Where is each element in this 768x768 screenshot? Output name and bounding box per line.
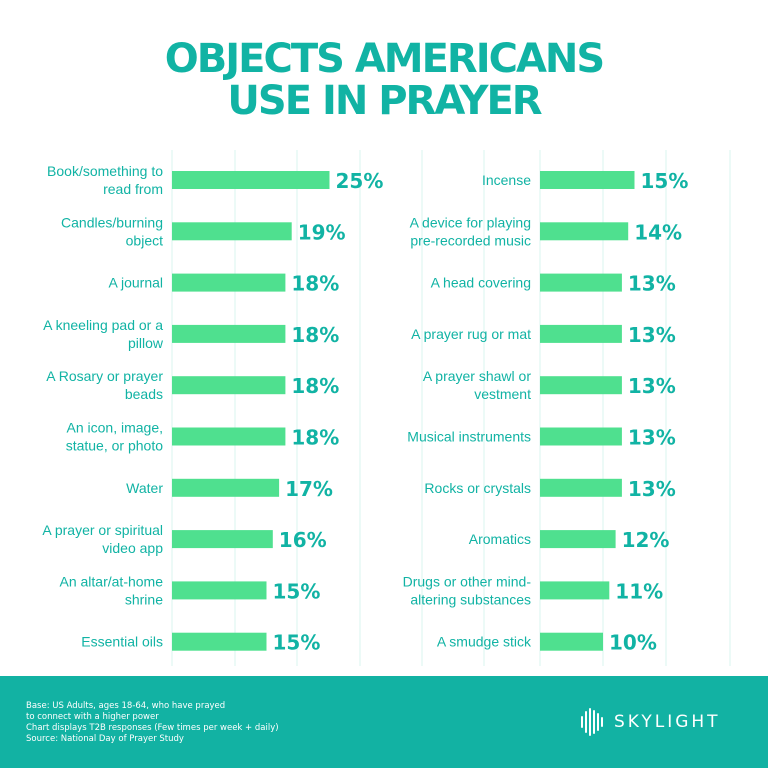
skylight-logo: SKYLIGHT [580, 707, 721, 737]
data-label: 13% [628, 477, 676, 501]
bar [540, 632, 603, 651]
category-label: beads [125, 386, 163, 402]
bar [172, 171, 330, 189]
bar [540, 427, 622, 446]
bar [172, 530, 273, 549]
category-label: video app [102, 540, 163, 556]
data-label: 13% [628, 374, 676, 398]
category-label: altering substances [410, 591, 531, 607]
category-label: Musical instruments [407, 429, 531, 445]
bar [172, 273, 286, 292]
category-label: A journal [109, 275, 163, 291]
data-label: 12% [622, 528, 670, 552]
data-label: 16% [279, 528, 327, 552]
bar [172, 222, 292, 241]
bar [540, 530, 616, 549]
category-label: Essential oils [81, 634, 163, 650]
chart-title: OBJECTS AMERICANS USE IN PRAYER [0, 38, 768, 122]
data-label: 18% [291, 426, 339, 450]
data-label: 17% [285, 477, 333, 501]
bar [172, 427, 286, 446]
skylight-logo-icon [581, 708, 603, 736]
data-label: 18% [291, 272, 339, 296]
bar [540, 376, 622, 395]
title-line-1: OBJECTS AMERICANS [164, 36, 605, 82]
category-label: A Rosary or prayer [46, 368, 163, 384]
category-label: pre-recorded music [410, 232, 531, 248]
category-label: read from [103, 181, 163, 197]
bar [172, 581, 267, 600]
bar [172, 324, 286, 343]
bar [540, 478, 622, 497]
data-label: 14% [634, 220, 682, 244]
category-label: Aromatics [469, 531, 531, 547]
bar [540, 171, 635, 189]
category-label: A prayer rug or mat [411, 326, 531, 342]
bar [172, 632, 267, 651]
footer-note: Chart displays T2B responses (Few times … [26, 723, 279, 733]
category-label: shrine [125, 591, 163, 607]
bar [540, 222, 629, 241]
bar-chart: 25% Book/something to read from 19% Candles/… [42, 150, 731, 666]
footer-notes: Base: US Adults, ages 18-64, who have pr… [26, 701, 279, 745]
logo-text: SKYLIGHT [614, 712, 721, 732]
data-label: 10% [609, 631, 657, 655]
data-label: 13% [628, 426, 676, 450]
category-label: Book/something to [47, 163, 163, 179]
bar [540, 581, 610, 600]
data-label: 18% [291, 374, 339, 398]
category-label: object [126, 232, 163, 248]
category-label: Candles/burning [61, 214, 163, 230]
category-label: Incense [482, 172, 531, 188]
category-label: pillow [128, 335, 164, 351]
title-line-2: USE IN PRAYER [227, 78, 542, 124]
category-label: Drugs or other mind- [403, 573, 532, 589]
footer-note: Base: US Adults, ages 18-64, who have pr… [26, 701, 226, 711]
data-label: 15% [273, 631, 321, 655]
data-label: 15% [641, 169, 689, 193]
category-label: An altar/at-home [60, 573, 164, 589]
category-label: A prayer shawl or [423, 368, 531, 384]
category-label: A device for playing [410, 214, 531, 230]
data-label: 25% [336, 169, 384, 193]
bar [540, 273, 622, 292]
category-label: Water [126, 480, 163, 496]
category-label: A smudge stick [437, 634, 532, 650]
data-label: 13% [628, 323, 676, 347]
data-label: 19% [298, 220, 346, 244]
category-label: A head covering [431, 275, 531, 291]
category-label: vestment [474, 386, 531, 402]
footer: Base: US Adults, ages 18-64, who have pr… [0, 676, 768, 768]
data-label: 15% [273, 579, 321, 603]
category-label: statue, or photo [66, 438, 164, 454]
footer-note: to connect with a higher power [26, 712, 159, 722]
category-label: An icon, image, [67, 420, 164, 436]
bar [172, 478, 280, 497]
category-label: A kneeling pad or a [43, 317, 163, 333]
category-label: A prayer or spiritual [42, 522, 163, 538]
data-label: 13% [628, 272, 676, 296]
data-label: 11% [615, 579, 663, 603]
footer-note: Source: National Day of Prayer Study [26, 734, 184, 744]
bar [540, 324, 622, 343]
data-label: 18% [291, 323, 339, 347]
category-label: Rocks or crystals [424, 480, 531, 496]
bar [172, 376, 286, 395]
